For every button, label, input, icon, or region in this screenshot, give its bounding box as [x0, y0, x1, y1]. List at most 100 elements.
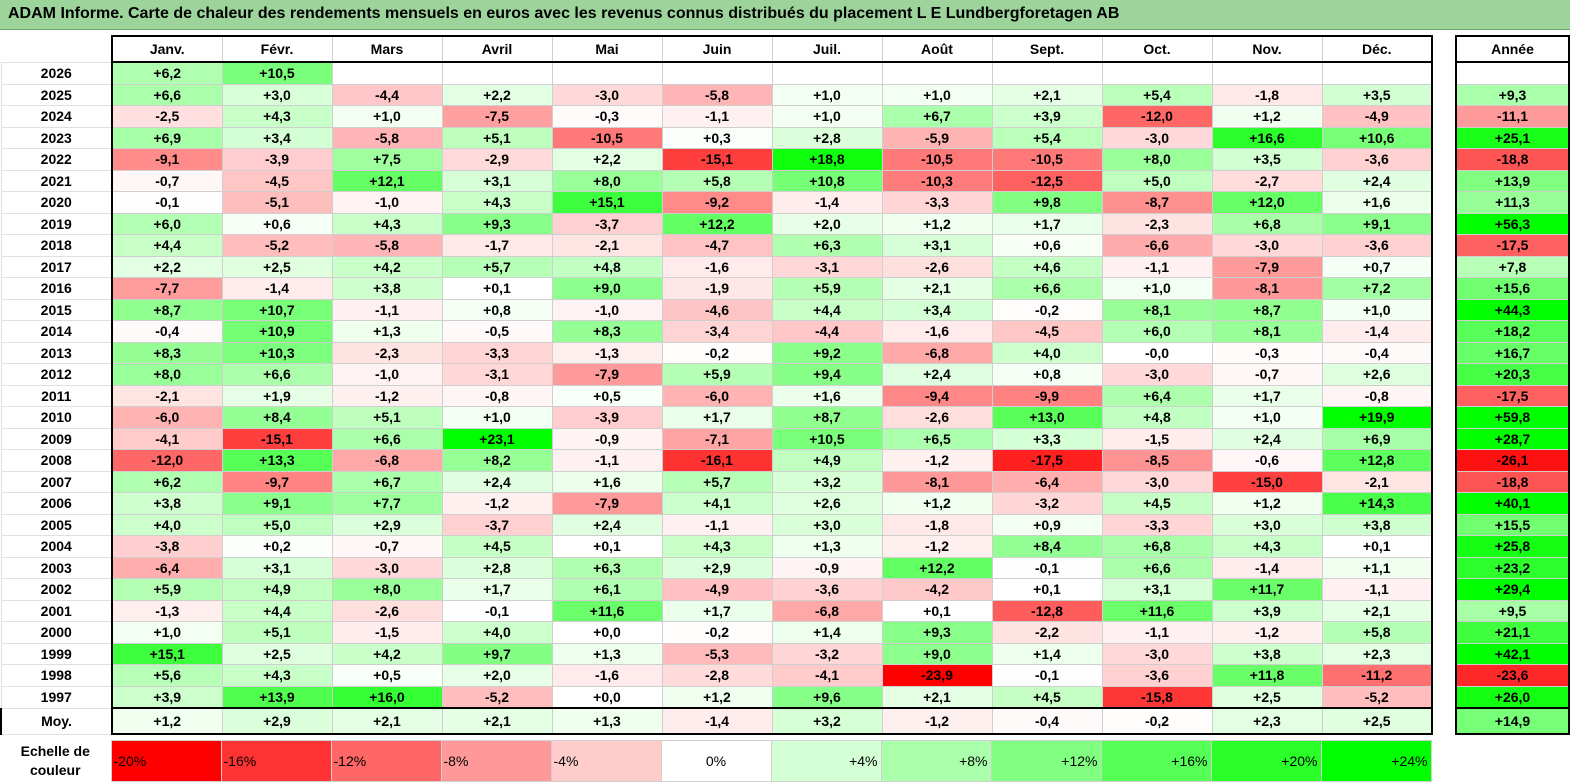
heatmap-cell: +2,2 — [551, 148, 663, 171]
heatmap-cell: -12,0 — [1101, 105, 1213, 128]
year-label: 2000 — [0, 621, 113, 644]
year-label: 2010 — [0, 406, 113, 429]
annual-cell: +9,5 — [1455, 599, 1570, 622]
heatmap-cell: +1,3 — [331, 320, 443, 343]
heatmap-cell: +1,1 — [1321, 556, 1433, 579]
heatmap-cell: -5,2 — [441, 685, 553, 709]
heatmap-cell: +3,8 — [331, 277, 443, 300]
year-row: 2004 -3,8 +0,2 -0,7 +4,5 +0,1 +4,3 +1,3 -1,2 +8,4… — [0, 535, 1570, 558]
year-row: 2009 -4,1 -15,1 +6,6 +23,1 -0,9 -7,1 +10,5 +6,5 +… — [0, 427, 1570, 450]
month-header: Juin — [661, 35, 773, 63]
heatmap-cell: +10,8 — [771, 169, 883, 192]
heatmap-cell: +5,8 — [661, 169, 773, 192]
annual-cell: +16,7 — [1455, 341, 1570, 364]
heatmap-cell: +7,2 — [1321, 277, 1433, 300]
year-label: 2003 — [0, 556, 113, 579]
color-scale-step: +8% — [880, 740, 992, 782]
average-cell: -1,4 — [661, 707, 773, 735]
heatmap-cell: -15,1 — [221, 427, 333, 450]
year-label: 2005 — [0, 513, 113, 536]
year-label: 2024 — [0, 105, 113, 128]
heatmap-cell: +4,4 — [771, 298, 883, 321]
heatmap-cell: +11,6 — [1101, 599, 1213, 622]
color-scale-label: Echelle de couleur — [0, 741, 111, 782]
heatmap-cell: -5,9 — [881, 126, 993, 149]
year-label: 2016 — [0, 277, 113, 300]
heatmap-cell: +3,0 — [1211, 513, 1323, 536]
heatmap-cell: +12,2 — [661, 212, 773, 235]
annual-cell: +28,7 — [1455, 427, 1570, 450]
color-scale-step: -16% — [220, 740, 332, 782]
heatmap-cell: -2,8 — [661, 664, 773, 687]
heatmap-cell: -3,0 — [331, 556, 443, 579]
heatmap-cell: +9,1 — [1321, 212, 1433, 235]
heatmap-cell: +1,0 — [881, 83, 993, 106]
heatmap-cell: +8,3 — [111, 341, 223, 364]
year-row: 2014 -0,4 +10,9 +1,3 -0,5 +8,3 -3,4 -4,4 -1,6 -4,… — [0, 320, 1570, 343]
heatmap-cell: -3,0 — [1101, 363, 1213, 386]
heatmap-cell: +1,3 — [771, 535, 883, 558]
heatmap-cell: +1,4 — [991, 642, 1103, 665]
heatmap-cell: -0,7 — [1211, 363, 1323, 386]
year-row: 1999 +15,1 +2,5 +4,2 +9,7 +1,3 -5,3 -3,2 +9,0 +1,… — [0, 642, 1570, 665]
heatmap-cell: +6,6 — [331, 427, 443, 450]
column-gap — [1432, 708, 1456, 734]
heatmap-cell: -0,1 — [111, 191, 223, 214]
heatmap-cell — [1101, 61, 1213, 85]
heatmap-cell: -7,9 — [1211, 255, 1323, 278]
heatmap-cell: +18,8 — [771, 148, 883, 171]
heatmap-cell: +1,0 — [441, 406, 553, 429]
heatmap-cell: +5,8 — [1321, 621, 1433, 644]
heatmap-cell: +14,3 — [1321, 492, 1433, 515]
heatmap-cell: +4,3 — [661, 535, 773, 558]
heatmap-cell: +4,1 — [661, 492, 773, 515]
heatmap-cell: -6,0 — [661, 384, 773, 407]
heatmap-cell: +8,7 — [1211, 298, 1323, 321]
heatmap-cell: -0,9 — [771, 556, 883, 579]
heatmap-cell: +5,4 — [991, 126, 1103, 149]
heatmap-cell: -1,2 — [881, 535, 993, 558]
heatmap-cell: -10,3 — [881, 169, 993, 192]
heatmap-cell: +6,3 — [771, 234, 883, 257]
year-label: 2002 — [0, 578, 113, 601]
heatmap-cell: -4,6 — [661, 298, 773, 321]
heatmap-cell: -8,5 — [1101, 449, 1213, 472]
average-cell: +2,1 — [441, 707, 553, 735]
year-row: 2020 -0,1 -5,1 -1,0 +4,3 +15,1 -9,2 -1,4 -3,3 +9,… — [0, 191, 1570, 214]
heatmap-cell: -1,3 — [551, 341, 663, 364]
heatmap-cell: +8,7 — [111, 298, 223, 321]
heatmap-cell: +3,9 — [991, 105, 1103, 128]
year-row: 2018 +4,4 -5,2 -5,8 -1,7 -2,1 -4,7 +6,3 +3,1 +0,6… — [0, 234, 1570, 257]
annual-cell: +7,8 — [1455, 255, 1570, 278]
year-row: 2002 +5,9 +4,9 +8,0 +1,7 +6,1 -4,9 -3,6 -4,2 +0,1… — [0, 578, 1570, 601]
year-label: 2011 — [0, 384, 113, 407]
heatmap-cell: +1,7 — [661, 599, 773, 622]
heatmap-cell: +9,0 — [881, 642, 993, 665]
month-header: Oct. — [1101, 35, 1213, 63]
heatmap-cell: -0,8 — [441, 384, 553, 407]
heatmap-cell: -2,3 — [1101, 212, 1213, 235]
heatmap-cell: +8,0 — [551, 169, 663, 192]
heatmap-cell: -1,8 — [1211, 83, 1323, 106]
heatmap-cell: +12,0 — [1211, 191, 1323, 214]
heatmap-cell: -0,8 — [1321, 384, 1433, 407]
heatmap-cell: -0,3 — [1211, 341, 1323, 364]
heatmap-cell: +4,9 — [771, 449, 883, 472]
year-row: 2012 +8,0 +6,6 -1,0 -3,1 -7,9 +5,9 +9,4 +2,4 +0,8… — [0, 363, 1570, 386]
heatmap-cell: +1,2 — [881, 492, 993, 515]
column-gap — [1432, 621, 1456, 643]
heatmap-cell: +4,3 — [221, 664, 333, 687]
heatmap-cell: +2,9 — [661, 556, 773, 579]
heatmap-cell: +7,5 — [331, 148, 443, 171]
annual-cell: +25,1 — [1455, 126, 1570, 149]
heatmap-cell: +1,2 — [1211, 105, 1323, 128]
heatmap-cell: +0,0 — [551, 685, 663, 709]
year-label: 2018 — [0, 234, 113, 257]
heatmap-cell: -10,5 — [881, 148, 993, 171]
heatmap-cell: +3,1 — [221, 556, 333, 579]
heatmap-cell: +2,4 — [1211, 427, 1323, 450]
year-label: 2023 — [0, 126, 113, 149]
month-header: Nov. — [1211, 35, 1323, 63]
heatmap-cell: -4,1 — [111, 427, 223, 450]
heatmap-cell: +6,1 — [551, 578, 663, 601]
